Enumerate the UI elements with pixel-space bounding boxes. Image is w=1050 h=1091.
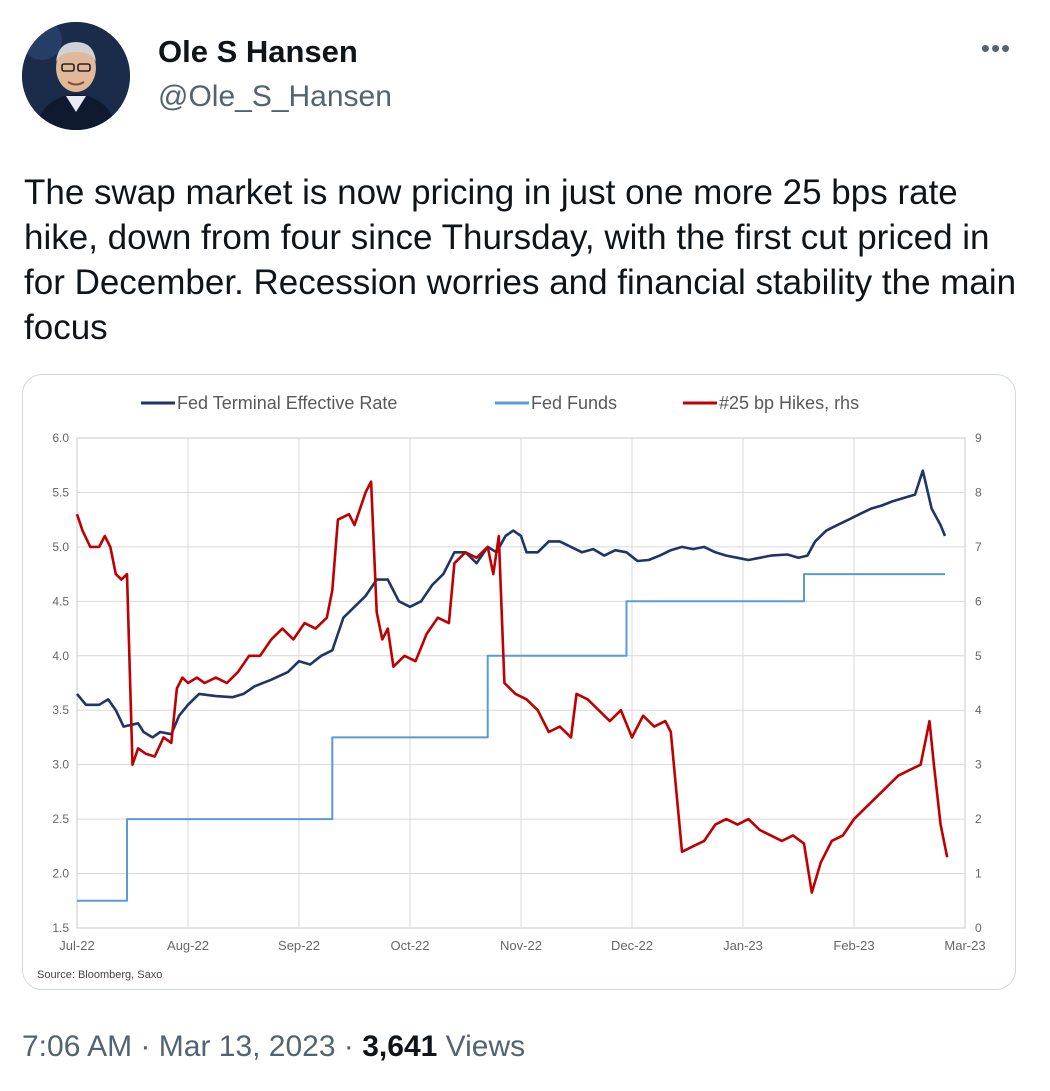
views-count: 3,641: [362, 1030, 438, 1063]
series-line-fed-funds: [77, 573, 945, 902]
views-label: Views: [445, 1030, 526, 1063]
x-tick-label: Aug-22: [167, 938, 209, 953]
y-right-tick-label: 9: [975, 431, 982, 445]
y-left-tick-label: 1.5: [52, 921, 69, 935]
x-tick-label: Nov-22: [500, 938, 542, 953]
y-left-tick-label: 3.0: [52, 758, 69, 772]
y-left-tick-label: 4.5: [52, 594, 69, 608]
y-right-tick-label: 7: [975, 540, 982, 554]
y-right-tick-label: 8: [975, 485, 982, 499]
y-left-tick-label: 5.0: [52, 540, 69, 554]
tweet-text: The swap market is now pricing in just o…: [24, 173, 1017, 347]
legend-label: Fed Terminal Effective Rate: [177, 393, 397, 413]
avatar-photo: [22, 22, 130, 130]
author-handle[interactable]: @Ole_S_Hansen: [158, 80, 392, 113]
tweet-meta: 7:06 AM · Mar 13, 2023 · 3,641 Views: [22, 1030, 525, 1064]
series-line-fed-terminal-effective-rate: [75, 469, 947, 739]
x-tick-label: Sep-22: [278, 938, 320, 953]
legend-label: #25 bp Hikes, rhs: [719, 393, 859, 413]
y-left-tick-label: 2.5: [52, 812, 69, 826]
x-tick-label: Dec-22: [611, 938, 653, 953]
more-horizontal-icon[interactable]: •••: [980, 32, 1012, 63]
y-right-tick-label: 1: [975, 867, 982, 881]
meta-separator: ·: [140, 1030, 151, 1063]
y-right-tick-label: 5: [975, 649, 982, 663]
y-right-tick-label: 0: [975, 921, 982, 935]
y-left-tick-label: 6.0: [52, 431, 69, 445]
y-left-tick-label: 4.0: [52, 649, 69, 663]
y-left-tick-label: 2.0: [52, 867, 69, 881]
series-line-25-bp-hikes-rhs: [75, 480, 949, 894]
chart-source: Source: Bloomberg, Saxo: [37, 969, 162, 981]
tweet-time[interactable]: 7:06 AM: [22, 1030, 133, 1063]
x-tick-label: Feb-23: [833, 938, 874, 953]
y-right-tick-label: 4: [975, 703, 982, 717]
meta-separator: ·: [343, 1030, 354, 1063]
chart-image[interactable]: 6.0 5.5 5.0 4.5 4.0 3.5 3.0 2.5 2.0 1.5 9 8 7 6 5 4 3 2 1 0…: [22, 374, 1016, 990]
y-right-tick-label: 3: [975, 758, 982, 772]
y-right-tick-label: 2: [975, 812, 982, 826]
tweet-date[interactable]: Mar 13, 2023: [158, 1030, 336, 1063]
avatar[interactable]: [22, 22, 130, 130]
x-tick-label: Jan-23: [723, 938, 763, 953]
x-tick-label: Mar-23: [944, 938, 985, 953]
author-name[interactable]: Ole S Hansen: [158, 34, 358, 69]
chart-svg: 6.0 5.5 5.0 4.5 4.0 3.5 3.0 2.5 2.0 1.5 9 8 7 6 5 4 3 2 1 0…: [37, 393, 986, 981]
y-left-tick-label: 3.5: [52, 703, 69, 717]
legend-label: Fed Funds: [531, 393, 617, 413]
y-right-tick-label: 6: [975, 594, 982, 608]
x-tick-label: Jul-22: [59, 938, 94, 953]
x-tick-label: Oct-22: [390, 938, 429, 953]
y-left-tick-label: 5.5: [52, 485, 69, 499]
